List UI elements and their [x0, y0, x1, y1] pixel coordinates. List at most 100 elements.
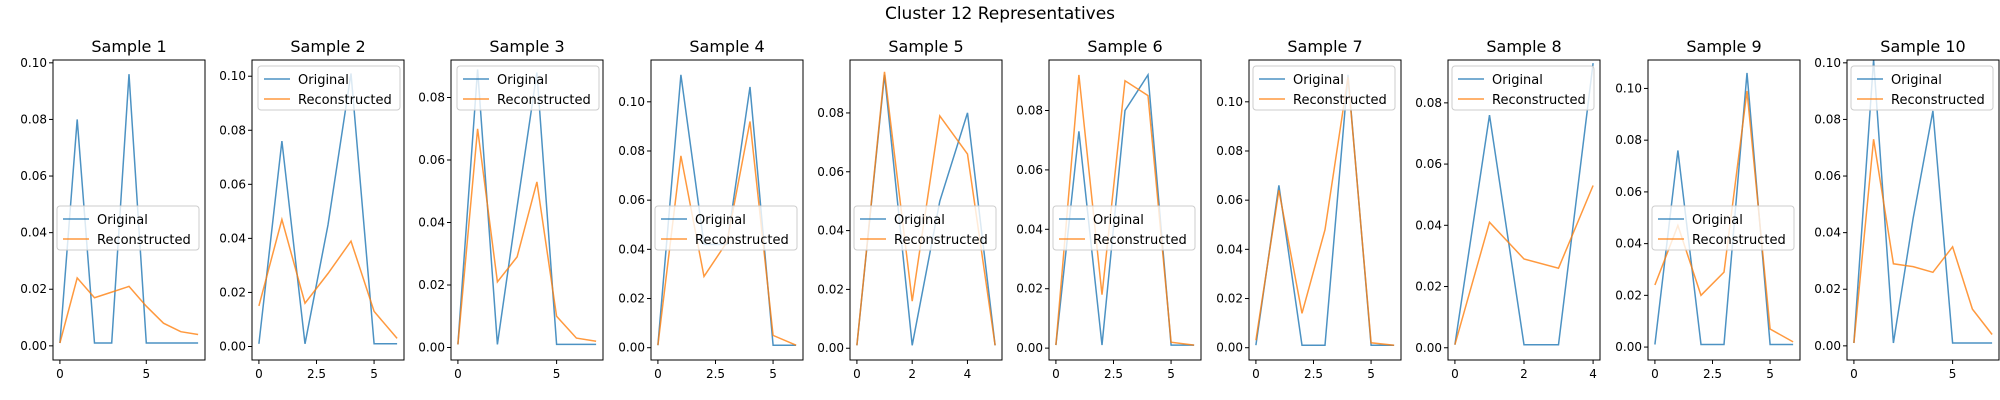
y-tick-label: 0.08 [1016, 103, 1043, 117]
x-tick-label: 0 [454, 367, 462, 381]
legend-label: Reconstructed [97, 233, 191, 248]
subplot-8: Sample 8 0 2 4 0.00 0.02 0.04 0.06 0.08 Original R… [1415, 37, 1601, 381]
y-tick-label: 0.04 [20, 226, 47, 240]
y-tick-label: 0.10 [20, 56, 47, 70]
y-tick-label: 0.04 [1814, 226, 1841, 240]
subplot-title: Sample 6 [1087, 37, 1162, 56]
subplot-4: Sample 4 0 2.5 5 0.00 0.02 0.04 0.06 0.08 0.10 Ori… [618, 37, 804, 381]
legend-box [56, 205, 200, 251]
y-tick-label: 0.06 [618, 193, 645, 207]
axes-frame [1846, 59, 2000, 361]
y-tick-label: 0.02 [618, 292, 645, 306]
y-tick-label: 0.08 [817, 106, 844, 120]
y-tick-label: 0.10 [219, 69, 246, 83]
axes-frame [1248, 59, 1402, 361]
legend: Original Reconstructed [654, 205, 798, 251]
legend-label: Original [497, 73, 548, 88]
x-tick-label: 0 [1850, 367, 1858, 381]
reconstructed-line [1853, 139, 1993, 344]
original-line [258, 73, 398, 345]
y-tick-label: 0.02 [1415, 280, 1442, 294]
legend-label: Reconstructed [1692, 233, 1786, 248]
x-tick-label: 5 [142, 367, 150, 381]
legend-label: Reconstructed [894, 233, 988, 248]
subplot-9: Sample 9 0 2.5 5 0.00 0.02 0.04 0.06 0.08 0.10 Ori… [1615, 37, 1801, 381]
legend-box [1052, 205, 1196, 251]
x-tick-label: 5 [769, 367, 777, 381]
y-tick-label: 0.10 [1615, 81, 1642, 95]
y-tick-label: 0.04 [1216, 242, 1243, 256]
legend: Original Reconstructed [257, 65, 401, 111]
y-tick-label: 0.06 [1814, 169, 1841, 183]
subplot-10: Sample 10 0 5 0.00 0.02 0.04 0.06 0.08 0.10 Origi… [1814, 37, 2000, 381]
legend-label: Reconstructed [695, 233, 789, 248]
y-tick-label: 0.00 [1216, 341, 1243, 355]
subplot-1: Sample 1 0 5 0.00 0.02 0.04 0.06 0.08 0.10 Origin… [20, 37, 206, 381]
x-tick-label: 5 [1766, 367, 1774, 381]
subplot-title: Sample 3 [489, 37, 564, 56]
y-tick-label: 0.08 [1216, 144, 1243, 158]
y-tick-label: 0.08 [1814, 112, 1841, 126]
axes-frame [1048, 59, 1202, 361]
x-tick-label: 0 [1052, 367, 1060, 381]
original-line [457, 69, 597, 346]
legend-label: Original [1293, 73, 1344, 88]
original-line [1454, 63, 1594, 346]
axes-frame [650, 59, 804, 361]
y-tick-label: 0.06 [418, 153, 445, 167]
y-tick-label: 0.04 [1615, 237, 1642, 251]
reconstructed-line [1255, 77, 1395, 346]
x-tick-label: 2.5 [1304, 367, 1323, 381]
legend: Original Reconstructed [1052, 205, 1196, 251]
axes-frame [849, 59, 1003, 361]
subplot-title: Sample 5 [888, 37, 963, 56]
y-tick-label: 0.06 [1216, 193, 1243, 207]
subplot-title: Sample 10 [1880, 37, 1965, 56]
y-tick-label: 0.04 [219, 231, 246, 245]
y-tick-label: 0.02 [219, 285, 246, 299]
legend-label: Reconstructed [1492, 93, 1586, 108]
subplot-7: Sample 7 0 2.5 5 0.00 0.02 0.04 0.06 0.08 0.10 Ori… [1216, 37, 1402, 381]
y-tick-label: 0.00 [418, 341, 445, 355]
legend-label: Reconstructed [1293, 93, 1387, 108]
y-tick-label: 0.02 [817, 282, 844, 296]
x-tick-label: 0 [1651, 367, 1659, 381]
legend-label: Original [1891, 73, 1942, 88]
legend-label: Original [1093, 213, 1144, 228]
y-tick-label: 0.04 [618, 242, 645, 256]
x-tick-label: 2 [908, 367, 916, 381]
axes-frame [1647, 59, 1801, 361]
y-tick-label: 0.04 [1016, 222, 1043, 236]
axes-frame [450, 59, 604, 361]
legend-box [654, 205, 798, 251]
x-tick-label: 0 [56, 367, 64, 381]
x-tick-label: 5 [553, 367, 561, 381]
y-tick-label: 0.10 [618, 95, 645, 109]
x-tick-label: 5 [1367, 367, 1375, 381]
legend-box [456, 65, 600, 111]
y-tick-label: 0.08 [418, 91, 445, 105]
axes-frame [52, 59, 206, 361]
y-tick-label: 0.04 [817, 224, 844, 238]
y-tick-label: 0.06 [1615, 185, 1642, 199]
x-tick-label: 2.5 [706, 367, 725, 381]
y-tick-label: 0.02 [20, 282, 47, 296]
y-tick-label: 0.00 [219, 339, 246, 353]
subplot-title: Sample 2 [290, 37, 365, 56]
legend-label: Reconstructed [1093, 233, 1187, 248]
legend: Original Reconstructed [1850, 65, 1994, 111]
y-tick-label: 0.00 [817, 341, 844, 355]
legend-label: Original [894, 213, 945, 228]
reconstructed-line [59, 276, 199, 344]
y-tick-label: 0.04 [418, 216, 445, 230]
legend-label: Reconstructed [497, 93, 591, 108]
y-tick-label: 0.06 [20, 169, 47, 183]
x-tick-label: 0 [654, 367, 662, 381]
y-tick-label: 0.00 [1415, 341, 1442, 355]
y-tick-label: 0.00 [20, 339, 47, 353]
x-tick-label: 4 [1589, 367, 1597, 381]
legend-box [1651, 205, 1795, 251]
x-tick-label: 0 [1451, 367, 1459, 381]
subplot-title: Sample 8 [1486, 37, 1561, 56]
